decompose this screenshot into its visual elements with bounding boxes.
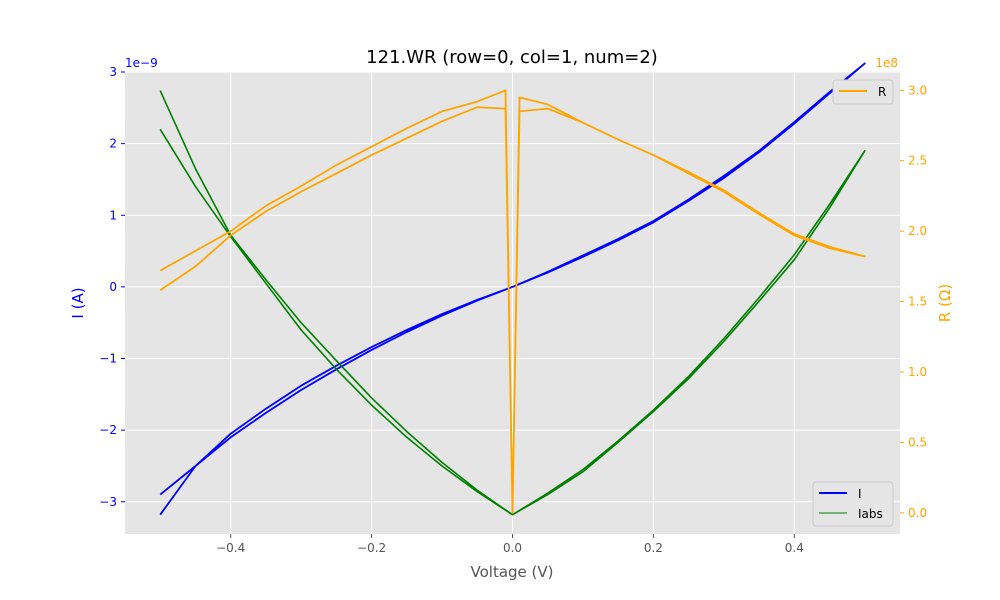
left-axis-ticks: −3 −2 −1 0 1 2 3 xyxy=(99,65,125,509)
right-tick-label-4: 2.0 xyxy=(908,224,927,238)
x-tick-label-3: 0.2 xyxy=(644,541,663,555)
x-tick-label-4: 0.4 xyxy=(785,541,804,555)
right-tick-label-3: 1.5 xyxy=(908,295,927,309)
legend-iabs-label: Iabs xyxy=(858,507,883,521)
left-tick-label-1: −2 xyxy=(99,423,117,437)
series-layer xyxy=(159,62,866,516)
right-axis-ticks: 0.0 0.5 1.0 1.5 2.0 2.5 3.0 xyxy=(900,83,927,520)
legend-left-axis: I Iabs xyxy=(812,481,894,527)
right-tick-label-1: 0.5 xyxy=(908,435,927,449)
right-axis-label: R (Ω) xyxy=(936,284,954,322)
x-tick-label-0: −0.4 xyxy=(216,541,245,555)
chart-title: 121.WR (row=0, col=1, num=2) xyxy=(366,47,658,68)
x-tick-label-2: 0.0 xyxy=(503,541,522,555)
left-tick-label-5: 2 xyxy=(109,137,117,151)
legend-r-label: R xyxy=(878,85,886,99)
left-tick-label-4: 1 xyxy=(109,208,117,222)
right-tick-label-2: 1.0 xyxy=(908,365,927,379)
series-line-r xyxy=(159,89,866,514)
x-tick-label-1: −0.2 xyxy=(357,541,386,555)
x-axis-label: Voltage (V) xyxy=(471,563,554,581)
series-line-iabs xyxy=(159,90,866,516)
right-tick-label-5: 2.5 xyxy=(908,154,927,168)
legend-i-label: I xyxy=(858,487,862,501)
legend-right-axis: R xyxy=(832,79,894,105)
right-tick-label-0: 0.0 xyxy=(908,506,927,520)
left-tick-label-0: −3 xyxy=(99,495,117,509)
right-axis-scale-label: 1e8 xyxy=(875,56,898,70)
right-tick-label-6: 3.0 xyxy=(908,83,927,97)
left-tick-label-2: −1 xyxy=(99,352,117,366)
left-tick-label-6: 3 xyxy=(109,65,117,79)
series-line-i xyxy=(159,62,866,516)
left-tick-label-3: 0 xyxy=(109,280,117,294)
left-axis-label: I (A) xyxy=(69,287,87,318)
left-axis-scale-label: 1e−9 xyxy=(125,56,158,70)
x-axis-ticks: −0.4 −0.2 0.0 0.2 0.4 xyxy=(216,534,804,555)
gridlines xyxy=(125,71,900,534)
